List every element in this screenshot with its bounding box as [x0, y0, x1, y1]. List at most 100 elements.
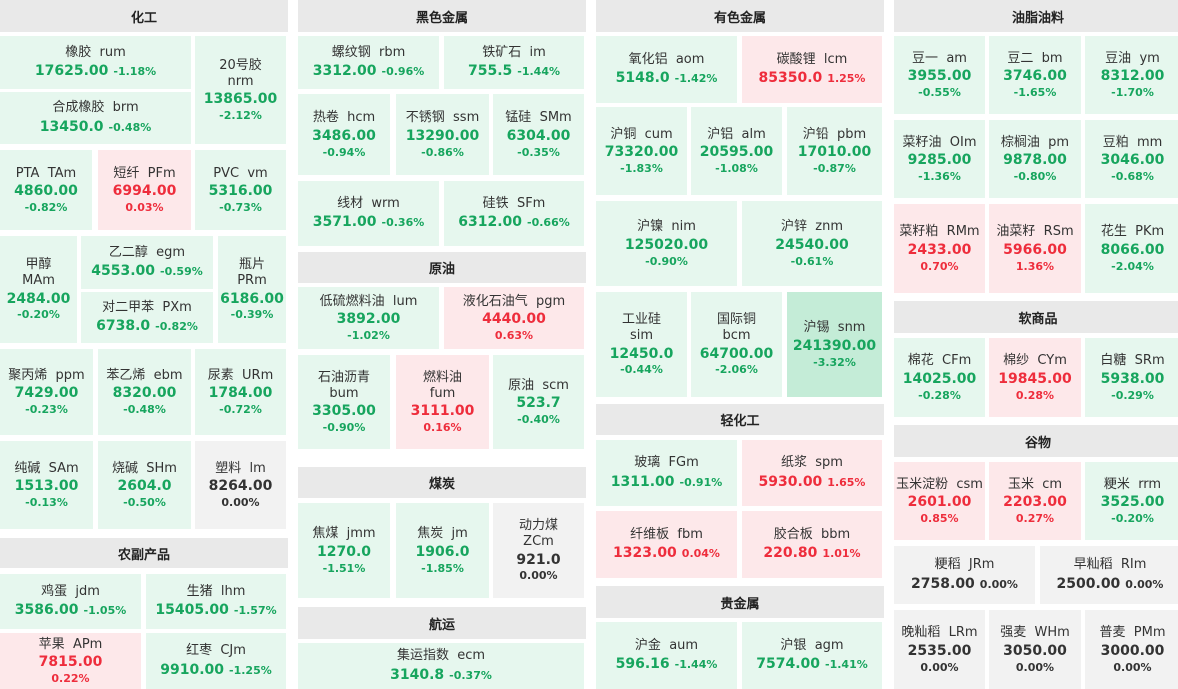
contract-tile[interactable]: 焦炭 jm 1906.0 -1.85% [396, 503, 489, 598]
contract-tile[interactable]: 豆一 am 3955.00 -0.55% [894, 36, 985, 114]
contract-tile[interactable]: 沪铜 cum 73320.00 -1.83% [596, 107, 687, 195]
contract-change: -1.42% [674, 72, 718, 86]
contract-tile[interactable]: 沪锌 znm 24540.00 -0.61% [742, 201, 882, 286]
contract-tile[interactable]: 苹果 APm 7815.00 0.22% [0, 633, 141, 689]
contract-tile[interactable]: 工业硅 sim 12450.0 -0.44% [596, 292, 687, 397]
contract-tile[interactable]: 氧化铝 aom 5148.0 -1.42% [596, 36, 737, 103]
contract-tile[interactable]: 红枣 CJm 9910.00 -1.25% [146, 633, 286, 689]
contract-quote: 13450.0 -0.48% [40, 119, 152, 136]
contract-tile[interactable]: 花生 PKm 8066.00 -2.04% [1085, 204, 1178, 293]
contract-tile[interactable]: 塑料 lm 8264.00 0.00% [195, 441, 286, 529]
contract-tile[interactable]: 生猪 lhm 15405.00 -1.57% [146, 574, 286, 629]
contract-price: 755.5 [467, 63, 513, 80]
contract-tile[interactable]: 油菜籽 RSm 5966.00 1.36% [989, 204, 1081, 293]
contract-code: scm [542, 377, 569, 393]
contract-tile[interactable]: 石油沥青 bum 3305.00 -0.90% [298, 355, 390, 449]
contract-quote: 8066.00 -2.04% [1101, 242, 1165, 273]
contract-tile[interactable]: 苯乙烯 ebm 8320.00 -0.48% [98, 349, 191, 435]
contract-tile[interactable]: 玉米 cm 2203.00 0.27% [989, 462, 1081, 540]
contract-price: 17010.00 [797, 144, 872, 161]
contract-tile[interactable]: 铁矿石 im 755.5 -1.44% [444, 36, 584, 89]
contract-tile[interactable]: 晚籼稻 LRm 2535.00 0.00% [894, 610, 985, 689]
contract-name: 铁矿石 [482, 44, 522, 60]
contract-tile[interactable]: 焦煤 jmm 1270.0 -1.51% [298, 503, 390, 598]
contract-price: 596.16 [615, 656, 670, 673]
contract-tile[interactable]: PVC vm 5316.00 -0.73% [195, 150, 286, 230]
contract-change: -0.50% [123, 496, 166, 510]
contract-change: 0.04% [681, 547, 720, 561]
contract-code: brm [112, 100, 139, 116]
contract-tile[interactable]: 尿素 URm 1784.00 -0.72% [195, 349, 286, 435]
contract-change: -0.91% [679, 475, 723, 489]
contract-tile[interactable]: 沪铅 pbm 17010.00 -0.87% [787, 107, 882, 195]
contract-tile[interactable]: 聚丙烯 ppm 7429.00 -0.23% [0, 349, 93, 435]
contract-tile[interactable]: 瓶片 PRm 6186.00 -0.39% [218, 236, 286, 343]
contract-tile[interactable]: 沪金 aum 596.16 -1.44% [596, 622, 737, 689]
contract-tile[interactable]: 菜籽粕 RMm 2433.00 0.70% [894, 204, 985, 293]
contract-tile[interactable]: 鸡蛋 jdm 3586.00 -1.05% [0, 574, 141, 629]
contract-tile[interactable]: 纸浆 spm 5930.00 1.65% [742, 440, 882, 506]
contract-tile[interactable]: 甲醇 MAm 2484.00 -0.20% [0, 236, 77, 343]
contract-tile[interactable]: 20号胶 nrm 13865.00 -2.12% [195, 36, 286, 144]
contract-tile[interactable]: PTA TAm 4860.00 -0.82% [0, 150, 92, 230]
contract-name: 花生 [1100, 224, 1127, 240]
contract-tile[interactable]: 棕榈油 pm 9878.00 -0.80% [989, 120, 1081, 198]
contract-tile[interactable]: 胶合板 bbm 220.80 1.01% [742, 511, 882, 578]
contract-tile[interactable]: 玻璃 FGm 1311.00 -0.91% [596, 440, 737, 506]
contract-tile[interactable]: 早籼稻 RIm 2500.00 0.00% [1040, 546, 1178, 604]
contract-tile[interactable]: 豆粕 mm 3046.00 -0.68% [1085, 120, 1178, 198]
contract-tile[interactable]: 集运指数 ecm 3140.8 -0.37% [298, 643, 584, 689]
contract-change: -0.82% [24, 201, 68, 215]
contract-price: 3305.00 [312, 403, 376, 420]
contract-tile[interactable]: 原油 scm 523.7 -0.40% [493, 355, 584, 449]
contract-quote: 3140.8 -0.37% [390, 667, 492, 684]
contract-tile[interactable]: 对二甲苯 PXm 6738.0 -0.82% [81, 292, 213, 343]
contract-quote: 1906.0 -1.85% [415, 544, 469, 575]
contract-tile[interactable]: 沪银 agm 7574.00 -1.41% [742, 622, 882, 689]
contract-tile[interactable]: 纤维板 fbm 1323.00 0.04% [596, 511, 737, 578]
contract-tile[interactable]: 白糖 SRm 5938.00 -0.29% [1085, 338, 1178, 417]
contract-tile[interactable]: 豆油 ym 8312.00 -1.70% [1085, 36, 1178, 114]
contract-tile[interactable]: 粳米 rrm 3525.00 -0.20% [1085, 462, 1178, 540]
contract-tile[interactable]: 线材 wrm 3571.00 -0.36% [298, 181, 439, 246]
contract-tile[interactable]: 沪锡 snm 241390.00 -3.32% [787, 292, 882, 397]
contract-price: 5148.0 [615, 70, 670, 87]
contract-code: spm [815, 455, 843, 471]
contract-tile[interactable]: 低硫燃料油 lum 3892.00 -1.02% [298, 287, 439, 349]
contract-tile[interactable]: 棉纱 CYm 19845.00 0.28% [989, 338, 1081, 417]
contract-code: APm [72, 636, 103, 652]
contract-tile[interactable]: 碳酸锂 lcm 85350.0 1.25% [742, 36, 882, 103]
contract-tile[interactable]: 沪铝 alm 20595.00 -1.08% [691, 107, 782, 195]
contract-tile[interactable]: 玉米淀粉 csm 2601.00 0.85% [894, 462, 985, 540]
contract-tile[interactable]: 豆二 bm 3746.00 -1.65% [989, 36, 1081, 114]
contract-tile[interactable]: 烧碱 SHm 2604.0 -0.50% [98, 441, 191, 529]
contract-price: 8312.00 [1100, 68, 1165, 85]
contract-price: 3000.00 [1100, 642, 1165, 659]
contract-tile[interactable]: 螺纹钢 rbm 3312.00 -0.96% [298, 36, 439, 89]
contract-change: -1.44% [517, 65, 561, 79]
contract-label: 塑料 lm [215, 461, 266, 477]
contract-tile[interactable]: 橡胶 rum 17625.00 -1.18% [0, 36, 191, 89]
contract-quote: 3892.00 -1.02% [337, 311, 401, 342]
contract-tile[interactable]: 燃料油 fum 3111.00 0.16% [396, 355, 489, 449]
contract-tile[interactable]: 普麦 PMm 3000.00 0.00% [1085, 610, 1178, 689]
contract-tile[interactable]: 棉花 CFm 14025.00 -0.28% [894, 338, 985, 417]
contract-label: 集运指数 ecm [397, 648, 485, 664]
contract-quote: 8312.00 -1.70% [1101, 68, 1165, 99]
contract-tile[interactable]: 锰硅 SMm 6304.00 -0.35% [493, 94, 584, 175]
contract-tile[interactable]: 国际铜 bcm 64700.00 -2.06% [691, 292, 782, 397]
contract-tile[interactable]: 粳稻 JRm 2758.00 0.00% [894, 546, 1035, 604]
contract-tile[interactable]: 沪镍 nim 125020.00 -0.90% [596, 201, 737, 286]
contract-tile[interactable]: 不锈钢 ssm 13290.00 -0.86% [396, 94, 489, 175]
contract-tile[interactable]: 短纤 PFm 6994.00 0.03% [98, 150, 191, 230]
contract-tile[interactable]: 合成橡胶 brm 13450.0 -0.48% [0, 92, 191, 144]
contract-tile[interactable]: 液化石油气 pgm 4440.00 0.63% [444, 287, 584, 349]
contract-tile[interactable]: 纯碱 SAm 1513.00 -0.13% [0, 441, 93, 529]
contract-tile[interactable]: 乙二醇 egm 4553.00 -0.59% [81, 236, 213, 289]
contract-tile[interactable]: 硅铁 SFm 6312.00 -0.66% [444, 181, 584, 246]
contract-tile[interactable]: 菜籽油 OIm 9285.00 -1.36% [894, 120, 985, 198]
contract-code: bbm [821, 526, 851, 542]
contract-tile[interactable]: 强麦 WHm 3050.00 0.00% [989, 610, 1081, 689]
contract-tile[interactable]: 热卷 hcm 3486.00 -0.94% [298, 94, 390, 175]
contract-tile[interactable]: 动力煤 ZCm 921.0 0.00% [493, 503, 584, 598]
